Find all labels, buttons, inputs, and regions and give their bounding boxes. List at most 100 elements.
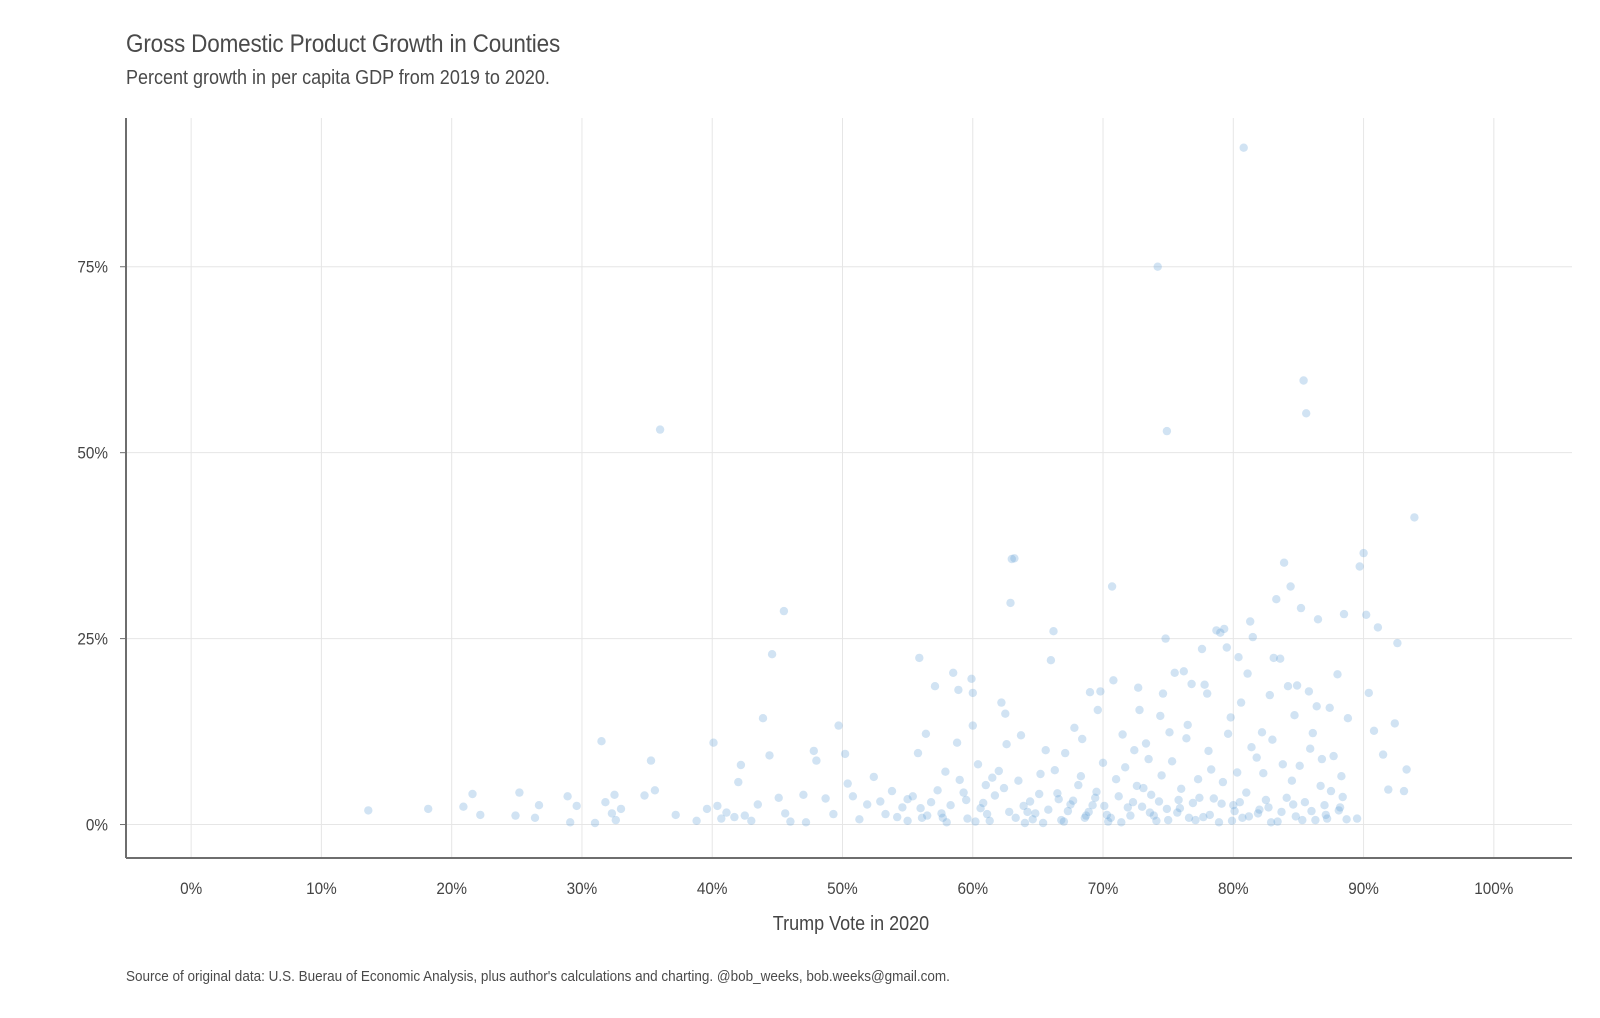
- data-point: [1311, 815, 1320, 825]
- data-point: [1063, 806, 1073, 816]
- data-point: [1076, 772, 1086, 781]
- data-point: [1273, 817, 1282, 826]
- data-point: [1066, 800, 1075, 809]
- data-point: [1191, 815, 1200, 825]
- data-point: [702, 804, 712, 814]
- data-point: [1266, 818, 1276, 827]
- data-point: [1173, 808, 1182, 817]
- data-point: [1158, 689, 1168, 698]
- data-point: [1197, 644, 1207, 654]
- data-point: [1053, 789, 1062, 798]
- data-point: [1217, 799, 1226, 808]
- data-point: [1352, 814, 1362, 823]
- data-point: [840, 749, 850, 759]
- data-point: [933, 786, 942, 795]
- data-point: [786, 817, 795, 826]
- data-point: [959, 788, 968, 797]
- data-point: [1016, 731, 1026, 740]
- data-point: [1111, 775, 1121, 784]
- data-point: [572, 801, 581, 811]
- data-point: [1205, 810, 1215, 820]
- data-point: [1046, 656, 1056, 665]
- data-point: [655, 425, 665, 434]
- data-point: [1167, 757, 1177, 766]
- data-point: [1286, 582, 1295, 591]
- data-point: [1098, 758, 1108, 767]
- data-point: [1287, 776, 1297, 785]
- data-point: [1362, 610, 1371, 619]
- data-point: [1184, 813, 1194, 822]
- x-tick-label: 20%: [436, 879, 467, 898]
- data-point: [1162, 426, 1172, 436]
- data-point: [926, 798, 936, 807]
- data-point: [917, 813, 927, 822]
- data-point: [963, 814, 972, 823]
- data-point: [1091, 793, 1100, 802]
- data-point: [468, 789, 477, 799]
- data-point: [1290, 711, 1299, 720]
- data-point: [946, 801, 955, 810]
- data-point: [923, 811, 932, 820]
- data-point: [1399, 786, 1409, 796]
- data-point: [829, 809, 838, 819]
- data-point: [1255, 805, 1264, 814]
- data-point: [1152, 816, 1161, 825]
- data-point: [1023, 807, 1032, 817]
- data-point: [903, 795, 912, 804]
- data-point: [1264, 803, 1273, 812]
- data-point: [1114, 792, 1123, 801]
- data-point: [1164, 815, 1173, 825]
- data-point: [1298, 815, 1307, 825]
- x-tick-label: 10%: [306, 879, 337, 898]
- data-point: [1134, 683, 1143, 692]
- data-point: [1230, 806, 1239, 816]
- data-point: [709, 738, 718, 747]
- data-point: [801, 818, 811, 827]
- data-point: [1126, 811, 1135, 820]
- data-point: [1220, 624, 1229, 634]
- data-point: [997, 698, 1006, 707]
- data-point: [1279, 558, 1289, 567]
- data-point: [1204, 746, 1213, 756]
- data-point: [1244, 812, 1254, 821]
- data-point: [1296, 603, 1306, 613]
- data-point: [930, 682, 940, 691]
- data-point: [1214, 818, 1224, 827]
- data-point: [1261, 795, 1271, 805]
- data-point: [1005, 807, 1014, 817]
- data-point: [566, 818, 575, 827]
- data-point: [855, 815, 864, 824]
- data-point: [1117, 818, 1126, 827]
- data-point: [597, 737, 606, 746]
- data-point: [1321, 810, 1331, 820]
- data-point: [1200, 680, 1209, 689]
- source-caption: Source of original data: U.S. Buerau of …: [126, 968, 950, 985]
- data-point: [1227, 816, 1237, 825]
- data-point: [955, 775, 964, 785]
- data-point: [1019, 801, 1028, 811]
- data-point: [1229, 801, 1238, 810]
- data-point: [1235, 798, 1245, 807]
- data-point: [424, 804, 433, 814]
- data-point: [765, 751, 774, 760]
- data-point: [610, 790, 619, 799]
- data-point: [1109, 676, 1118, 685]
- data-point: [779, 606, 789, 616]
- data-point: [1174, 795, 1183, 805]
- data-point: [1193, 775, 1203, 784]
- data-point: [1084, 807, 1093, 817]
- data-point: [1226, 713, 1235, 722]
- data-point: [1247, 743, 1256, 752]
- data-point: [1161, 634, 1170, 643]
- data-point: [1135, 705, 1144, 715]
- data-point: [834, 721, 843, 730]
- data-point: [968, 688, 977, 698]
- data-point: [1001, 709, 1010, 718]
- data-point: [938, 813, 947, 822]
- data-point: [1074, 780, 1083, 790]
- data-point: [1334, 806, 1344, 815]
- data-point: [954, 685, 963, 695]
- data-point: [1088, 801, 1097, 810]
- axes: 0% 10% 20% 30% 40% 50% 60% 70% 80% 90% 100% 0% 25% 50…: [77, 118, 1572, 898]
